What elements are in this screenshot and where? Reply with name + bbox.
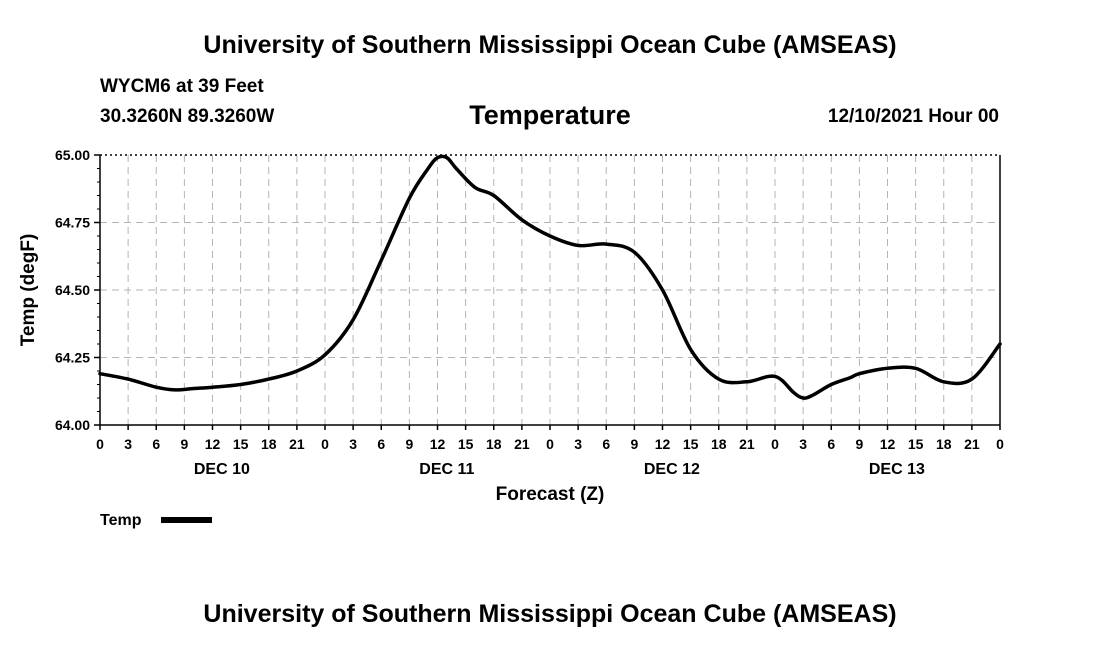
- x-tick-label: 12: [430, 436, 446, 452]
- y-tick-label: 64.00: [55, 417, 90, 433]
- x-tick-label: 3: [124, 436, 132, 452]
- x-tick-label: 12: [205, 436, 221, 452]
- footer-title: University of Southern Mississippi Ocean…: [203, 600, 897, 628]
- page-title: University of Southern Mississippi Ocean…: [203, 31, 897, 59]
- x-tick-label: 6: [152, 436, 160, 452]
- x-tick-label: 12: [880, 436, 896, 452]
- x-tick-label: 9: [180, 436, 188, 452]
- x-tick-label: 3: [574, 436, 582, 452]
- x-tick-label: 21: [739, 436, 755, 452]
- x-tick-label: 15: [908, 436, 924, 452]
- x-tick-label: 6: [827, 436, 835, 452]
- station-label: WYCM6 at 39 Feet: [100, 76, 264, 97]
- x-tick-label: 3: [799, 436, 807, 452]
- day-label: DEC 11: [419, 461, 474, 478]
- forecast-date: 12/10/2021 Hour 00: [827, 106, 999, 127]
- x-tick-label: 21: [964, 436, 980, 452]
- x-tick-label: 0: [96, 436, 104, 452]
- x-tick-label: 6: [602, 436, 610, 452]
- x-tick-label: 0: [771, 436, 779, 452]
- day-label: DEC 13: [869, 461, 925, 478]
- x-tick-label: 21: [514, 436, 530, 452]
- x-tick-label: 12: [655, 436, 671, 452]
- x-tick-label: 18: [261, 436, 277, 452]
- legend-label: Temp: [100, 512, 142, 529]
- x-tick-label: 3: [349, 436, 357, 452]
- day-label: DEC 12: [644, 461, 700, 478]
- x-axis-label: Forecast (Z): [496, 484, 605, 505]
- x-tick-label: 9: [405, 436, 413, 452]
- x-tick-label: 6: [377, 436, 385, 452]
- day-label: DEC 10: [194, 461, 250, 478]
- x-tick-label: 15: [458, 436, 474, 452]
- x-tick-label: 15: [233, 436, 249, 452]
- coordinates-label: 30.3260N 89.3260W: [100, 106, 275, 127]
- x-tick-label: 0: [546, 436, 554, 452]
- temp-series-line: [98, 154, 1002, 400]
- x-tick-label: 0: [321, 436, 329, 452]
- y-tick-label: 65.00: [55, 147, 90, 163]
- x-tick-label: 18: [711, 436, 727, 452]
- x-tick-label: 15: [683, 436, 699, 452]
- y-tick-label: 64.75: [55, 215, 90, 231]
- x-tick-label: 9: [630, 436, 638, 452]
- x-tick-label: 0: [996, 436, 1004, 452]
- legend-swatch: [161, 517, 212, 523]
- x-tick-label: 18: [936, 436, 952, 452]
- x-tick-label: 9: [855, 436, 863, 452]
- x-tick-label: 18: [486, 436, 502, 452]
- x-tick-label: 21: [289, 436, 305, 452]
- y-axis-label: Temp (degF): [18, 234, 39, 347]
- variable-title: Temperature: [469, 100, 631, 130]
- y-tick-label: 64.25: [55, 350, 90, 366]
- y-tick-label: 64.50: [55, 282, 90, 298]
